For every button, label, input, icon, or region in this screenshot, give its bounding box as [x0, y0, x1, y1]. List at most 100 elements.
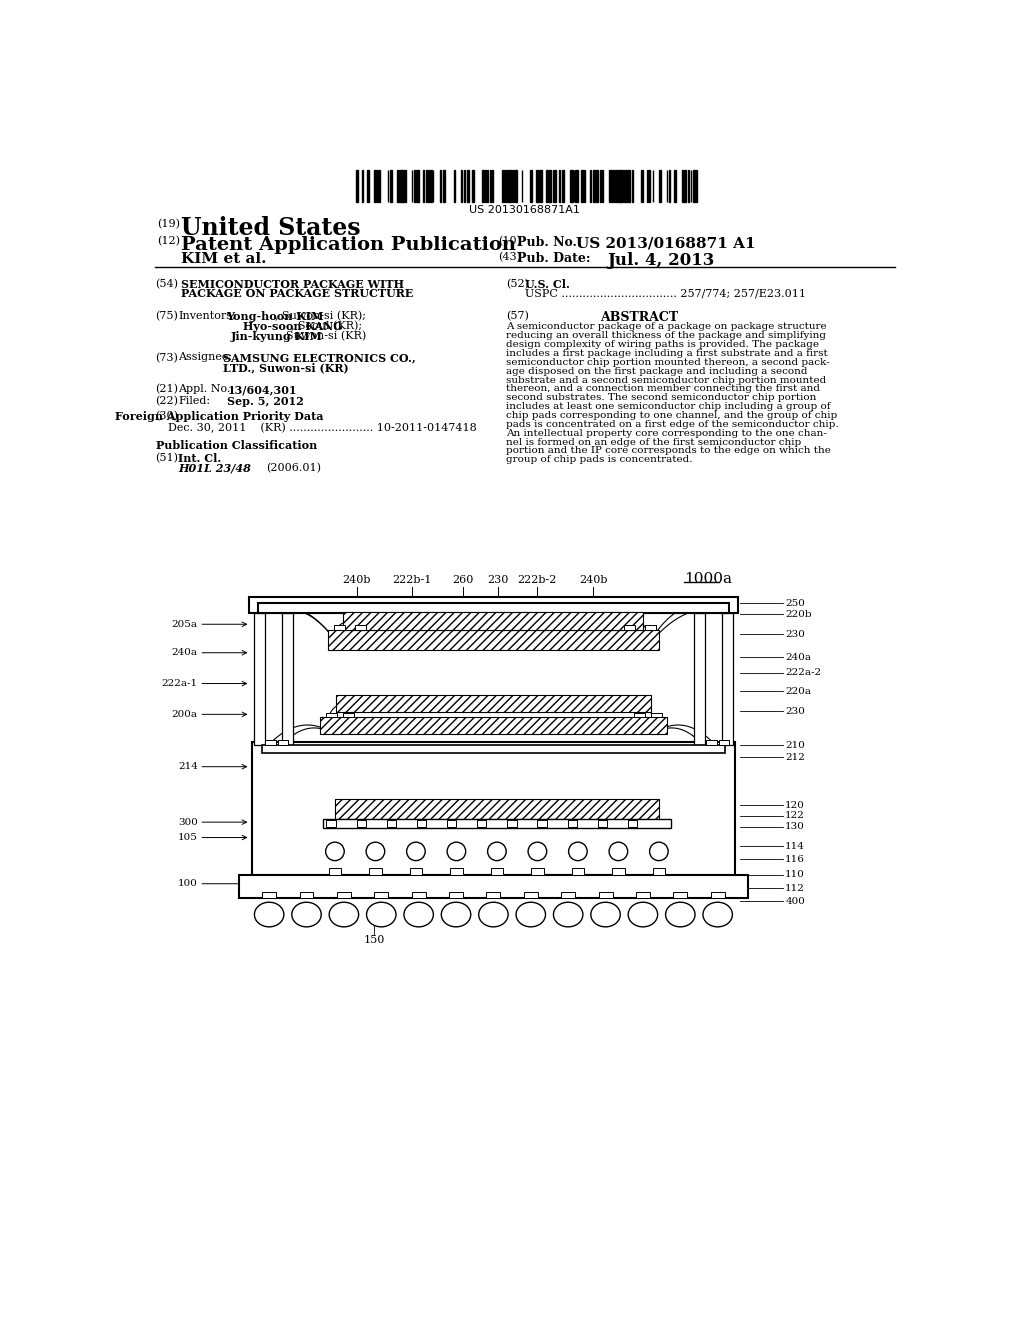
- Text: 222b-1: 222b-1: [393, 576, 432, 585]
- Text: group of chip pads is concentrated.: group of chip pads is concentrated.: [506, 455, 692, 465]
- Bar: [598, 820, 607, 826]
- Ellipse shape: [329, 903, 358, 927]
- Text: 240b: 240b: [342, 576, 371, 585]
- Bar: [687, 170, 689, 202]
- Ellipse shape: [702, 903, 732, 927]
- Bar: [711, 892, 725, 898]
- Bar: [722, 612, 732, 744]
- Text: 13/604,301: 13/604,301: [227, 384, 297, 395]
- Bar: [507, 820, 517, 826]
- Bar: [625, 170, 627, 202]
- Bar: [486, 892, 501, 898]
- Bar: [334, 626, 345, 630]
- Text: Inventors:: Inventors:: [178, 312, 237, 321]
- Ellipse shape: [649, 842, 669, 861]
- Bar: [417, 170, 419, 202]
- Text: Yong-hoon KIM: Yong-hoon KIM: [226, 312, 324, 322]
- Bar: [651, 713, 662, 718]
- Bar: [252, 742, 735, 875]
- Bar: [370, 869, 382, 875]
- Text: 150: 150: [364, 935, 385, 945]
- Bar: [410, 869, 422, 875]
- Bar: [524, 892, 538, 898]
- Text: (52): (52): [506, 279, 529, 289]
- Bar: [546, 170, 548, 202]
- Bar: [571, 170, 572, 202]
- Bar: [336, 696, 651, 711]
- Bar: [472, 170, 474, 202]
- Bar: [400, 170, 401, 202]
- Ellipse shape: [254, 903, 284, 927]
- Text: SAMSUNG ELECTRONICS CO.,: SAMSUNG ELECTRONICS CO.,: [222, 352, 416, 363]
- Text: 230: 230: [785, 706, 805, 715]
- Bar: [612, 869, 625, 875]
- Text: portion and the IP core corresponds to the edge on which the: portion and the IP core corresponds to t…: [506, 446, 831, 455]
- Text: ABSTRACT: ABSTRACT: [600, 312, 679, 323]
- Text: 112: 112: [785, 884, 805, 892]
- Ellipse shape: [528, 842, 547, 861]
- Bar: [596, 170, 598, 202]
- Text: 122: 122: [785, 812, 805, 821]
- Text: (57): (57): [506, 312, 529, 321]
- Text: (73): (73): [155, 352, 178, 363]
- Bar: [254, 612, 265, 744]
- Bar: [451, 869, 463, 875]
- Bar: [343, 713, 354, 718]
- Bar: [567, 820, 577, 826]
- Bar: [328, 630, 658, 649]
- Bar: [355, 626, 366, 630]
- Bar: [356, 820, 366, 826]
- Ellipse shape: [367, 842, 385, 861]
- Bar: [337, 892, 351, 898]
- Text: design complexity of wiring paths is provided. The package: design complexity of wiring paths is pro…: [506, 341, 819, 348]
- Text: (19): (19): [158, 218, 180, 228]
- Bar: [439, 170, 441, 202]
- Text: Assignee:: Assignee:: [178, 352, 232, 363]
- Text: An intellectual property core corresponding to the one chan-: An intellectual property core correspond…: [506, 429, 827, 438]
- Text: substrate and a second semiconductor chip portion mounted: substrate and a second semiconductor chi…: [506, 376, 826, 384]
- Bar: [540, 170, 542, 202]
- Text: (30): (30): [155, 411, 178, 421]
- Text: 230: 230: [487, 576, 508, 585]
- Text: 212: 212: [785, 752, 805, 762]
- Bar: [693, 612, 705, 744]
- Text: H01L 23/48: H01L 23/48: [178, 462, 251, 474]
- Text: (2006.01): (2006.01): [266, 462, 321, 473]
- Text: 400: 400: [785, 898, 805, 906]
- Text: 110: 110: [785, 870, 805, 879]
- Bar: [538, 820, 547, 826]
- Text: Dec. 30, 2011    (KR) ........................ 10-2011-0147418: Dec. 30, 2011 (KR) .....................…: [168, 424, 477, 434]
- Bar: [402, 170, 403, 202]
- Bar: [375, 892, 388, 898]
- Text: , Seoul (KR);: , Seoul (KR);: [291, 321, 362, 331]
- Bar: [477, 820, 486, 826]
- Text: 116: 116: [785, 854, 805, 863]
- Text: Hyo-soon KANG: Hyo-soon KANG: [243, 321, 342, 331]
- Bar: [624, 626, 635, 630]
- Ellipse shape: [367, 903, 396, 927]
- Text: 200a: 200a: [172, 710, 198, 719]
- Ellipse shape: [326, 842, 344, 861]
- Text: Sep. 5, 2012: Sep. 5, 2012: [227, 396, 304, 407]
- Bar: [719, 739, 729, 744]
- Bar: [684, 170, 686, 202]
- Bar: [430, 170, 432, 202]
- Text: 240a: 240a: [785, 653, 811, 661]
- Text: (21): (21): [155, 384, 178, 395]
- Text: reducing an overall thickness of the package and simplifying: reducing an overall thickness of the pac…: [506, 331, 826, 341]
- Text: 222a-2: 222a-2: [785, 668, 821, 677]
- Text: 230: 230: [785, 630, 805, 639]
- Bar: [486, 170, 488, 202]
- Text: PACKAGE ON PACKAGE STRUCTURE: PACKAGE ON PACKAGE STRUCTURE: [180, 288, 413, 298]
- Bar: [489, 170, 492, 202]
- Bar: [593, 170, 595, 202]
- Bar: [645, 626, 655, 630]
- Bar: [239, 874, 748, 898]
- Bar: [641, 170, 643, 202]
- Bar: [450, 892, 463, 898]
- Bar: [634, 713, 645, 718]
- Bar: [707, 739, 717, 744]
- Text: includes at least one semiconductor chip including a group of: includes at least one semiconductor chip…: [506, 403, 830, 411]
- Text: LTD., Suwon-si (KR): LTD., Suwon-si (KR): [222, 363, 348, 374]
- Bar: [428, 170, 429, 202]
